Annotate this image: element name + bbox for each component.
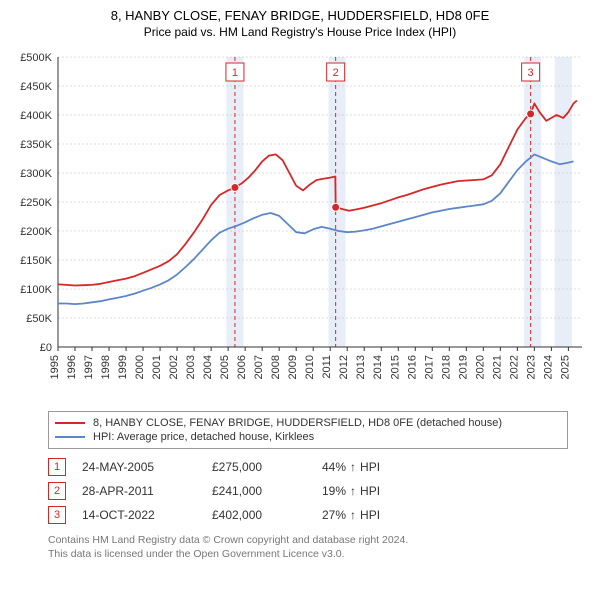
svg-text:£150K: £150K [20, 255, 52, 267]
svg-text:2015: 2015 [389, 355, 401, 379]
svg-text:2014: 2014 [372, 355, 384, 379]
svg-text:2000: 2000 [134, 355, 146, 379]
sale-diff-pct: 27% [322, 508, 346, 522]
svg-text:1996: 1996 [66, 355, 78, 379]
svg-text:2017: 2017 [423, 355, 435, 379]
sale-badge: 3 [48, 506, 66, 524]
chart-area: £0 £50K £100K £150K £200K £250K £300K £350K £400… [10, 45, 590, 405]
legend-swatch [55, 422, 85, 424]
sale-row: 1 24-MAY-2005£275,00044% ↑ HPI [48, 455, 590, 479]
svg-text:£0: £0 [40, 342, 52, 354]
legend: 8, HANBY CLOSE, FENAY BRIDGE, HUDDERSFIE… [48, 411, 568, 449]
svg-text:2024: 2024 [542, 355, 554, 379]
legend-row: HPI: Average price, detached house, Kirk… [55, 430, 561, 444]
svg-text:2004: 2004 [202, 355, 214, 379]
svg-text:1998: 1998 [100, 355, 112, 379]
svg-text:3: 3 [528, 67, 534, 79]
svg-text:2012: 2012 [338, 355, 350, 379]
svg-text:2007: 2007 [253, 355, 265, 379]
arrow-up-icon: ↑ [350, 508, 356, 522]
sale-badge: 1 [48, 458, 66, 476]
svg-text:1997: 1997 [83, 355, 95, 379]
svg-text:2002: 2002 [168, 355, 180, 379]
svg-text:2020: 2020 [474, 355, 486, 379]
sale-diff-pct: 44% [322, 460, 346, 474]
svg-text:2005: 2005 [219, 355, 231, 379]
svg-text:2: 2 [333, 67, 339, 79]
sale-price: £241,000 [212, 484, 322, 498]
svg-text:2013: 2013 [355, 355, 367, 379]
sale-diff: 44% ↑ HPI [322, 460, 380, 474]
legend-swatch [55, 436, 85, 438]
footnote-line: This data is licensed under the Open Gov… [48, 547, 590, 561]
sale-date: 14-OCT-2022 [82, 508, 212, 522]
svg-text:£300K: £300K [20, 168, 52, 180]
svg-text:£100K: £100K [20, 284, 52, 296]
sale-diff-pct: 19% [322, 484, 346, 498]
sale-price: £275,000 [212, 460, 322, 474]
svg-text:£400K: £400K [20, 110, 52, 122]
sale-diff-suffix: HPI [360, 508, 380, 522]
footnote-line: Contains HM Land Registry data © Crown c… [48, 533, 590, 547]
svg-text:2023: 2023 [525, 355, 537, 379]
svg-text:2011: 2011 [321, 355, 333, 379]
sale-diff-suffix: HPI [360, 460, 380, 474]
chart-subtitle: Price paid vs. HM Land Registry's House … [10, 25, 590, 39]
svg-text:2006: 2006 [236, 355, 248, 379]
svg-text:2008: 2008 [270, 355, 282, 379]
svg-text:2001: 2001 [151, 355, 163, 379]
svg-text:2019: 2019 [457, 355, 469, 379]
sale-diff: 19% ↑ HPI [322, 484, 380, 498]
chart-title: 8, HANBY CLOSE, FENAY BRIDGE, HUDDERSFIE… [10, 8, 590, 23]
sale-diff: 27% ↑ HPI [322, 508, 380, 522]
svg-text:2010: 2010 [304, 355, 316, 379]
svg-text:£200K: £200K [20, 226, 52, 238]
svg-text:1: 1 [232, 67, 238, 79]
svg-text:£350K: £350K [20, 139, 52, 151]
arrow-up-icon: ↑ [350, 460, 356, 474]
svg-text:£450K: £450K [20, 81, 52, 93]
svg-text:2025: 2025 [559, 355, 571, 379]
svg-text:2009: 2009 [287, 355, 299, 379]
sale-badge: 2 [48, 482, 66, 500]
sale-row: 2 28-APR-2011£241,00019% ↑ HPI [48, 479, 590, 503]
svg-text:1999: 1999 [117, 355, 129, 379]
sale-date: 24-MAY-2005 [82, 460, 212, 474]
legend-label: HPI: Average price, detached house, Kirk… [93, 431, 314, 443]
legend-label: 8, HANBY CLOSE, FENAY BRIDGE, HUDDERSFIE… [93, 417, 502, 429]
sale-row: 3 14-OCT-2022£402,00027% ↑ HPI [48, 503, 590, 527]
sales-table: 1 24-MAY-2005£275,00044% ↑ HPI 2 28-APR-2011£… [48, 455, 590, 527]
arrow-up-icon: ↑ [350, 484, 356, 498]
svg-text:2021: 2021 [491, 355, 503, 379]
line-chart: £0 £50K £100K £150K £200K £250K £300K £350K £400… [10, 45, 590, 405]
footnote: Contains HM Land Registry data © Crown c… [48, 533, 590, 561]
sale-price: £402,000 [212, 508, 322, 522]
sale-date: 28-APR-2011 [82, 484, 212, 498]
svg-text:£500K: £500K [20, 52, 52, 64]
legend-row: 8, HANBY CLOSE, FENAY BRIDGE, HUDDERSFIE… [55, 416, 561, 430]
svg-text:£250K: £250K [20, 197, 52, 209]
svg-text:2016: 2016 [406, 355, 418, 379]
svg-text:2018: 2018 [440, 355, 452, 379]
svg-text:2003: 2003 [185, 355, 197, 379]
sale-diff-suffix: HPI [360, 484, 380, 498]
svg-text:£50K: £50K [26, 313, 52, 325]
svg-text:2022: 2022 [508, 355, 520, 379]
svg-text:1995: 1995 [49, 355, 61, 379]
